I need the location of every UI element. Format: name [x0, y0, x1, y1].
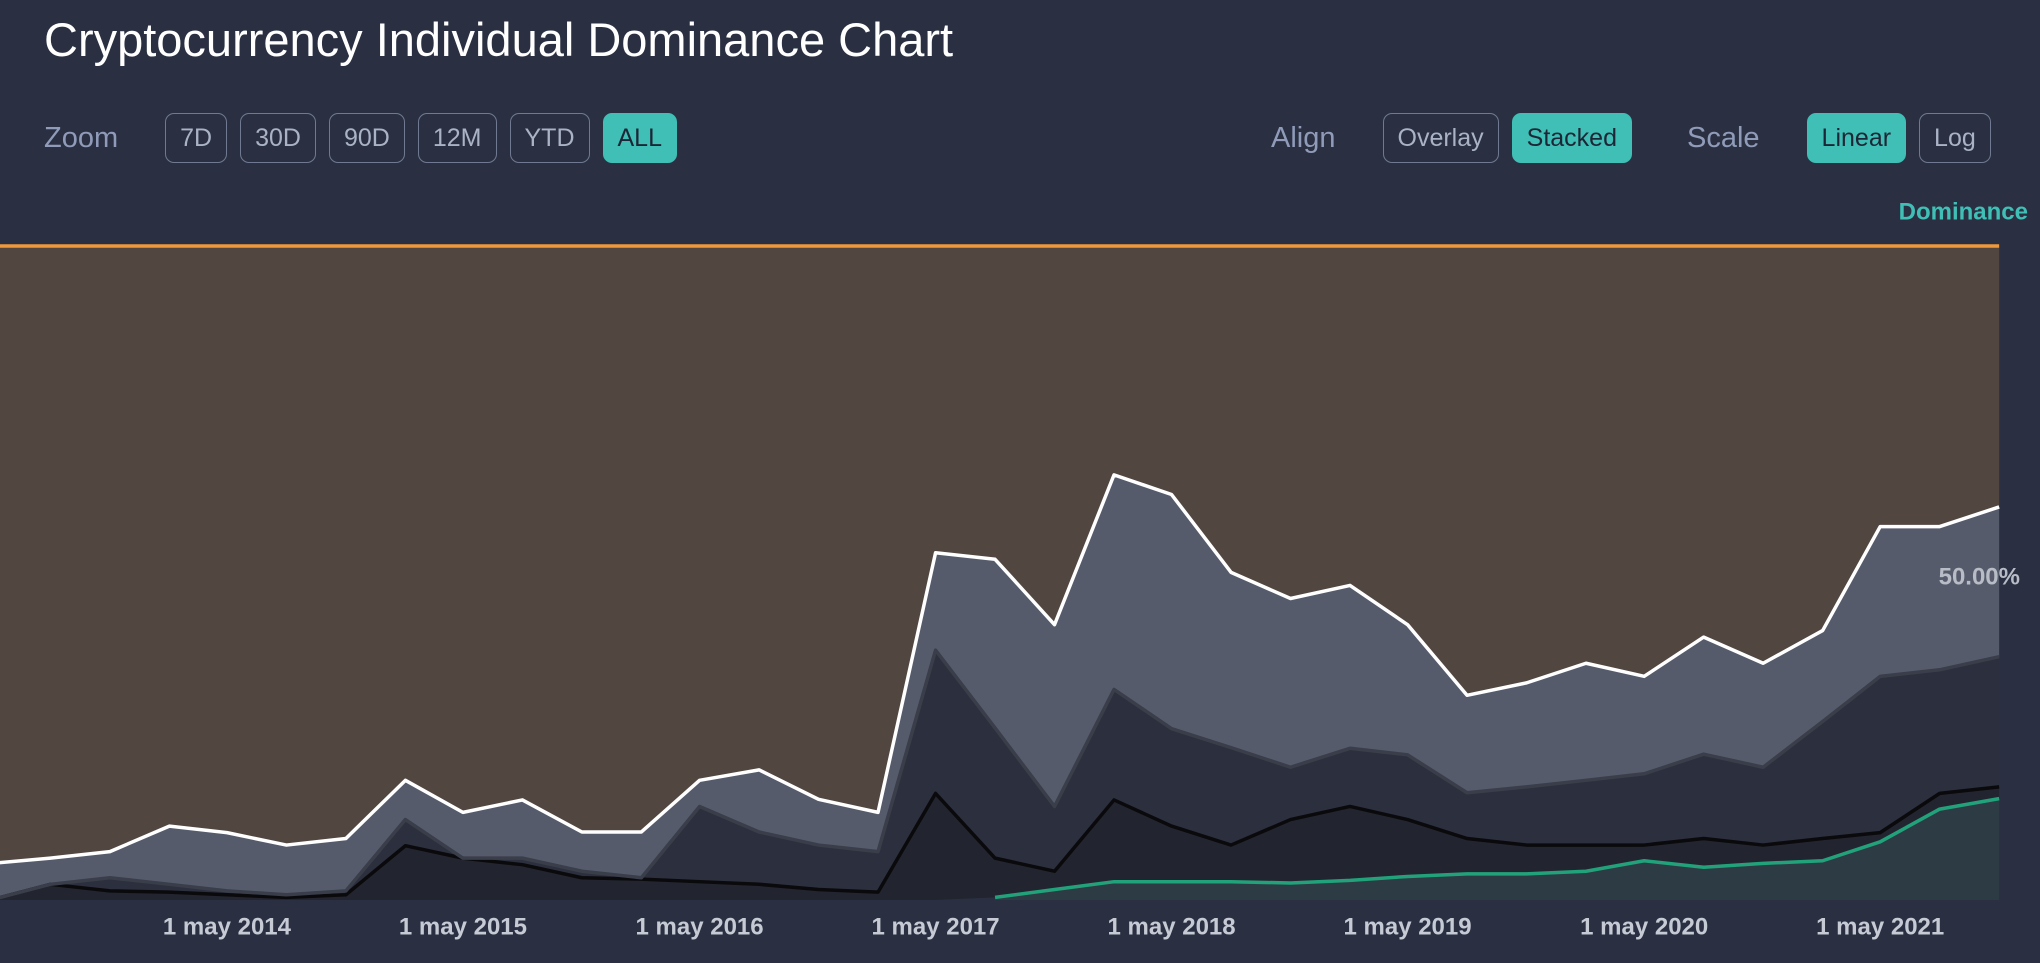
align-button[interactable]: Stacked — [1511, 113, 1632, 163]
series-line — [0, 785, 2000, 900]
zoom-button[interactable]: 7D — [165, 113, 228, 163]
area — [0, 650, 2000, 898]
zoom-button[interactable]: 12M — [417, 113, 497, 163]
area — [0, 786, 2000, 900]
x-tick-label: 1 may 2021 — [1816, 913, 1944, 940]
scale-button[interactable]: Log — [1919, 113, 1991, 163]
x-tick-label: 1 may 2017 — [872, 913, 1000, 940]
area — [0, 246, 2000, 863]
zoom-label: Zoom — [44, 121, 119, 154]
zoom-button[interactable]: 30D — [240, 113, 316, 163]
area — [995, 798, 2000, 900]
align-button[interactable]: Overlay — [1382, 113, 1499, 163]
align-label: Align — [1271, 121, 1336, 154]
scale-label: Scale — [1687, 121, 1760, 154]
plot — [0, 244, 2000, 900]
y-tick-label: 50.00% — [1939, 563, 2020, 590]
x-tick-label: 1 may 2016 — [636, 913, 764, 940]
align-group: Align Overlay Stacked — [1271, 112, 1632, 164]
zoom-group: Zoom 7D 30D 90D 12M YTD ALL — [44, 112, 677, 164]
axis-label: Dominance — [1899, 198, 2028, 225]
x-tick-label: 1 may 2019 — [1343, 913, 1471, 940]
series-line — [994, 796, 2000, 900]
page-title: Cryptocurrency Individual Dominance Char… — [44, 13, 954, 66]
series-line — [0, 648, 2000, 900]
x-tick-label: 1 may 2020 — [1580, 913, 1708, 940]
zoom-button[interactable]: YTD — [509, 113, 590, 163]
scale-group: Scale Linear Log — [1687, 112, 1991, 164]
x-tick-label: 1 may 2014 — [163, 913, 292, 940]
zoom-button[interactable]: 90D — [328, 113, 405, 163]
series-line — [0, 473, 2000, 865]
zoom-button[interactable]: ALL — [602, 113, 677, 163]
x-tick-label: 1 may 2018 — [1108, 913, 1236, 940]
x-tick-label: 1 may 2015 — [399, 913, 527, 940]
area — [0, 474, 2000, 898]
scale-button[interactable]: Linear — [1806, 113, 1907, 163]
